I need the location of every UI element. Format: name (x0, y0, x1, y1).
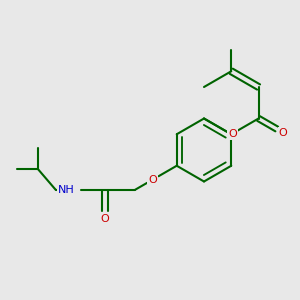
Text: O: O (279, 128, 288, 138)
Text: NH: NH (58, 185, 75, 195)
Text: O: O (228, 129, 237, 139)
Text: O: O (101, 214, 110, 224)
Text: O: O (148, 175, 157, 184)
